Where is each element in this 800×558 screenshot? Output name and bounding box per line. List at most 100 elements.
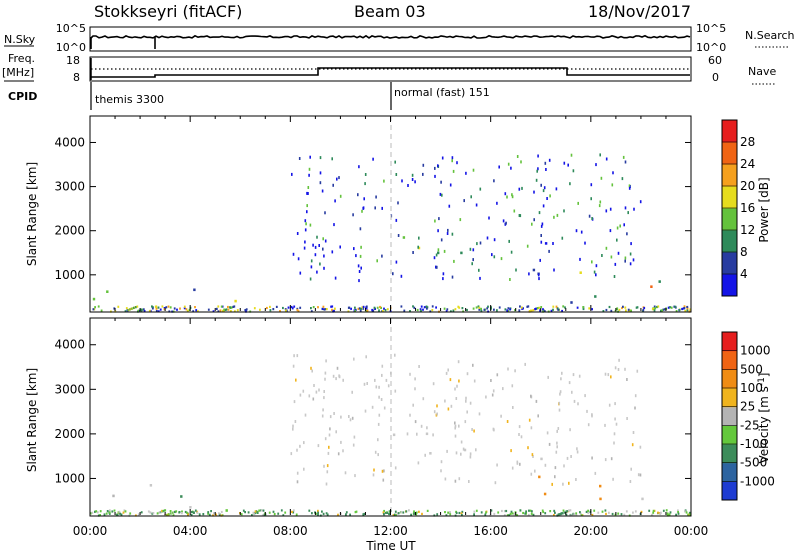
data-cell [486, 307, 489, 310]
data-cell [461, 510, 464, 513]
data-cell [312, 306, 315, 309]
data-cell [556, 429, 558, 433]
data-cell [440, 469, 442, 473]
data-cell [685, 511, 688, 514]
colorbar-tick-label: 25 [740, 400, 755, 414]
data-cell [519, 214, 522, 218]
data-cell [99, 510, 102, 513]
freq-title: Freq. [8, 52, 35, 65]
data-cell [455, 451, 458, 455]
data-cell [304, 413, 307, 417]
data-cell [665, 509, 668, 512]
data-cell [455, 397, 458, 400]
data-cell [396, 512, 399, 515]
data-cell [377, 438, 379, 442]
data-cell [507, 162, 510, 166]
data-cell [95, 510, 98, 513]
data-cell [432, 382, 435, 386]
data-cell [621, 306, 623, 310]
data-cell [493, 512, 496, 516]
data-cell [422, 172, 424, 176]
data-cell [375, 195, 377, 199]
data-cell [480, 307, 482, 310]
data-cell [294, 420, 297, 423]
data-cell [540, 224, 543, 228]
colorbar-segment [722, 369, 737, 389]
data-cell [337, 513, 339, 516]
data-cell [579, 257, 581, 261]
colorbar-tick-label: 1000 [740, 344, 771, 358]
data-cell [91, 511, 94, 514]
data-cell [531, 453, 534, 457]
data-cell [458, 424, 460, 428]
data-cell [475, 509, 478, 512]
data-cell [628, 309, 631, 312]
data-cell [513, 209, 516, 213]
data-cell [371, 308, 374, 312]
data-cell [324, 377, 326, 381]
data-cell [423, 306, 426, 309]
data-cell [272, 308, 275, 311]
data-cell [459, 218, 462, 222]
data-cell [292, 511, 295, 514]
data-cell [613, 441, 615, 445]
data-cell [334, 307, 336, 310]
data-cell [578, 374, 581, 378]
data-cell [100, 309, 103, 312]
data-cell [651, 308, 654, 311]
data-cell [325, 482, 328, 486]
data-cell [355, 254, 357, 258]
data-cell [99, 514, 101, 517]
data-cell [563, 511, 566, 514]
data-cell [393, 513, 396, 516]
data-cell [498, 165, 500, 169]
data-cell [303, 441, 305, 445]
data-cell [383, 469, 385, 473]
data-cell [579, 271, 582, 274]
data-cell [575, 478, 577, 481]
data-cell [296, 232, 299, 235]
data-cell [324, 211, 326, 215]
data-cell [304, 228, 307, 232]
colorbar-tick-label: -1000 [740, 474, 775, 488]
data-cell [227, 308, 230, 311]
data-cell [595, 264, 598, 268]
data-cell [323, 254, 325, 258]
data-cell [543, 310, 546, 313]
data-cell [446, 449, 448, 453]
data-cell [613, 275, 616, 278]
data-cell [417, 461, 420, 465]
data-cell [611, 512, 614, 516]
data-cell [556, 307, 559, 310]
data-cell [310, 259, 313, 263]
data-cell [292, 509, 295, 512]
data-cell [503, 514, 506, 517]
data-cell [435, 253, 438, 257]
data-cell [518, 309, 521, 312]
nsearch-label: N.Search [745, 29, 795, 42]
nsky-series-line [90, 34, 691, 39]
data-cell [484, 513, 487, 516]
data-cell [124, 310, 127, 313]
data-cell [570, 301, 573, 304]
data-cell [322, 408, 324, 412]
data-cell [518, 187, 521, 191]
data-cell [198, 513, 201, 516]
data-cell [366, 382, 368, 385]
data-cell [140, 308, 143, 311]
data-cell [332, 183, 334, 187]
colorbar-segment [722, 425, 737, 445]
data-cell [616, 238, 618, 242]
data-cell [307, 192, 309, 195]
data-cell [552, 305, 555, 308]
data-cell [297, 257, 300, 261]
data-cell [129, 512, 132, 515]
data-cell [449, 511, 451, 514]
data-cell [445, 514, 448, 517]
data-cell [434, 166, 436, 170]
data-cell [559, 392, 561, 396]
data-cell [266, 306, 268, 310]
data-cell [555, 305, 558, 308]
data-cell [465, 171, 467, 175]
data-cell [322, 305, 325, 308]
